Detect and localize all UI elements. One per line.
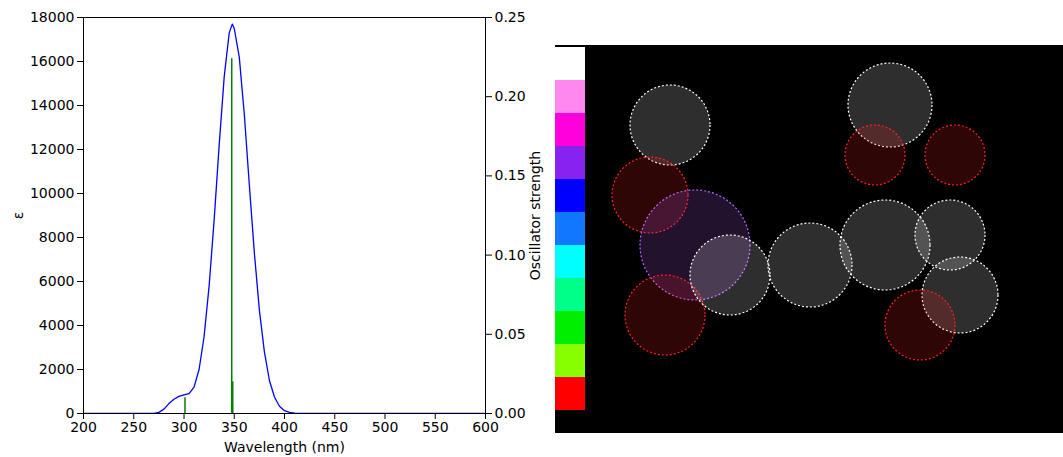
svg-text:6000: 6000 xyxy=(39,273,75,289)
svg-text:0.05: 0.05 xyxy=(495,326,526,342)
svg-text:4000: 4000 xyxy=(39,317,75,333)
svg-text:550: 550 xyxy=(422,419,449,435)
svg-text:400: 400 xyxy=(271,419,298,435)
svg-text:0.00: 0.00 xyxy=(495,405,526,421)
svg-text:500: 500 xyxy=(372,419,399,435)
svg-text:Wavelength (nm): Wavelength (nm) xyxy=(224,439,345,455)
svg-text:200: 200 xyxy=(70,419,97,435)
svg-text:450: 450 xyxy=(321,419,348,435)
svg-text:0.15: 0.15 xyxy=(495,167,526,183)
svg-text:0.10: 0.10 xyxy=(495,247,526,263)
svg-text:14000: 14000 xyxy=(30,97,75,113)
svg-text:10000: 10000 xyxy=(30,185,75,201)
svg-text:250: 250 xyxy=(120,419,147,435)
svg-text:ε: ε xyxy=(10,212,26,220)
svg-text:Oscillator strength: Oscillator strength xyxy=(527,151,543,281)
svg-text:16000: 16000 xyxy=(30,53,75,69)
svg-text:0.25: 0.25 xyxy=(495,9,526,25)
svg-text:12000: 12000 xyxy=(30,141,75,157)
svg-text:2000: 2000 xyxy=(39,361,75,377)
svg-text:600: 600 xyxy=(472,419,499,435)
svg-text:0: 0 xyxy=(65,405,75,421)
svg-text:0.20: 0.20 xyxy=(495,88,526,104)
svg-text:300: 300 xyxy=(171,419,198,435)
svg-text:8000: 8000 xyxy=(39,229,75,245)
svg-text:18000: 18000 xyxy=(30,9,75,25)
svg-text:350: 350 xyxy=(221,419,248,435)
